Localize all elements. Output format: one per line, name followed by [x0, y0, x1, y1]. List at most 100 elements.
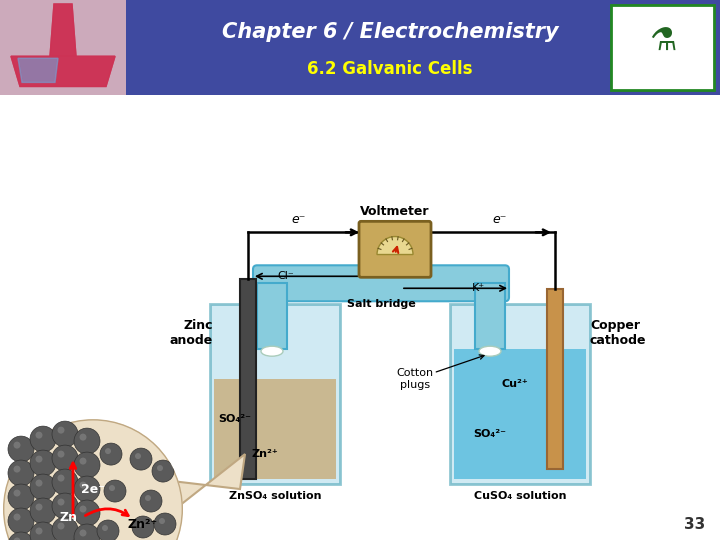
Circle shape	[30, 522, 56, 540]
Text: Chapter 6 / Electrochemistry: Chapter 6 / Electrochemistry	[222, 22, 558, 42]
Circle shape	[52, 517, 78, 540]
FancyBboxPatch shape	[0, 0, 126, 94]
FancyBboxPatch shape	[450, 304, 590, 484]
Text: 6.2 Galvanic Cells: 6.2 Galvanic Cells	[307, 60, 473, 78]
Text: ⚗: ⚗	[649, 28, 676, 57]
FancyBboxPatch shape	[253, 265, 509, 301]
Circle shape	[145, 495, 151, 501]
FancyBboxPatch shape	[475, 284, 505, 349]
FancyBboxPatch shape	[454, 349, 586, 479]
Circle shape	[30, 474, 56, 500]
Circle shape	[14, 465, 20, 472]
Circle shape	[100, 443, 122, 465]
FancyBboxPatch shape	[210, 304, 340, 484]
Circle shape	[35, 456, 42, 463]
Circle shape	[79, 434, 86, 441]
Polygon shape	[50, 4, 76, 56]
Circle shape	[79, 505, 86, 512]
Circle shape	[8, 508, 34, 534]
Polygon shape	[18, 58, 58, 83]
Text: Zn: Zn	[59, 510, 77, 523]
Ellipse shape	[261, 346, 283, 356]
Circle shape	[79, 530, 86, 537]
Circle shape	[74, 524, 100, 540]
Text: Cl⁻: Cl⁻	[278, 271, 294, 281]
Ellipse shape	[479, 346, 501, 356]
Circle shape	[74, 476, 100, 502]
Text: Cu²⁺: Cu²⁺	[502, 379, 528, 389]
Circle shape	[79, 482, 86, 489]
Text: Salt bridge: Salt bridge	[346, 299, 415, 309]
Circle shape	[8, 484, 34, 510]
Circle shape	[52, 469, 78, 495]
Text: Cotton
plugs: Cotton plugs	[397, 355, 484, 390]
FancyBboxPatch shape	[257, 284, 287, 349]
Circle shape	[8, 436, 34, 462]
Circle shape	[52, 493, 78, 519]
Circle shape	[30, 450, 56, 476]
Circle shape	[109, 485, 115, 491]
Circle shape	[30, 498, 56, 524]
Circle shape	[137, 521, 143, 527]
Text: Zn²⁺: Zn²⁺	[251, 449, 279, 459]
Circle shape	[79, 457, 86, 464]
FancyBboxPatch shape	[240, 279, 256, 479]
Polygon shape	[18, 58, 58, 83]
Circle shape	[14, 514, 20, 521]
FancyBboxPatch shape	[359, 221, 431, 278]
Text: SO₄²⁻: SO₄²⁻	[218, 414, 251, 424]
Circle shape	[135, 453, 141, 459]
Circle shape	[3, 419, 183, 540]
Circle shape	[104, 480, 126, 502]
Circle shape	[58, 450, 65, 457]
Circle shape	[130, 448, 152, 470]
Circle shape	[35, 528, 42, 535]
Text: Voltmeter: Voltmeter	[360, 205, 430, 218]
Circle shape	[140, 490, 162, 512]
Circle shape	[35, 431, 42, 438]
Circle shape	[74, 452, 100, 478]
Polygon shape	[11, 56, 115, 86]
Circle shape	[14, 442, 20, 449]
Circle shape	[97, 520, 119, 540]
Polygon shape	[50, 4, 76, 56]
Text: Copper
cathode: Copper cathode	[590, 319, 647, 347]
Circle shape	[58, 523, 65, 530]
Circle shape	[58, 498, 65, 505]
Text: K⁺: K⁺	[472, 284, 485, 293]
Circle shape	[152, 460, 174, 482]
Circle shape	[58, 475, 65, 482]
Circle shape	[154, 513, 176, 535]
Circle shape	[58, 427, 65, 434]
FancyBboxPatch shape	[547, 289, 563, 469]
Circle shape	[132, 516, 154, 538]
Circle shape	[14, 490, 20, 497]
Circle shape	[157, 465, 163, 471]
FancyBboxPatch shape	[0, 0, 720, 94]
Circle shape	[35, 503, 42, 510]
Circle shape	[159, 518, 165, 524]
Circle shape	[74, 500, 100, 526]
Circle shape	[102, 525, 108, 531]
Text: 2e⁻: 2e⁻	[81, 483, 105, 496]
Circle shape	[52, 445, 78, 471]
Text: 33: 33	[684, 517, 705, 532]
FancyBboxPatch shape	[611, 5, 714, 90]
Circle shape	[35, 480, 42, 487]
Circle shape	[14, 537, 20, 540]
Circle shape	[52, 421, 78, 447]
Circle shape	[8, 532, 34, 540]
FancyBboxPatch shape	[214, 379, 336, 479]
Circle shape	[8, 460, 34, 486]
Text: Zinc
anode: Zinc anode	[170, 319, 213, 347]
Text: SO₄²⁻: SO₄²⁻	[474, 429, 506, 439]
Text: CuSO₄ solution: CuSO₄ solution	[474, 491, 566, 501]
Polygon shape	[143, 454, 245, 514]
Text: e⁻: e⁻	[292, 213, 306, 226]
Circle shape	[30, 426, 56, 452]
Text: Zn²⁺: Zn²⁺	[128, 517, 158, 530]
Polygon shape	[11, 56, 115, 86]
Circle shape	[74, 428, 100, 454]
Text: e⁻: e⁻	[492, 213, 507, 226]
Circle shape	[105, 448, 111, 454]
